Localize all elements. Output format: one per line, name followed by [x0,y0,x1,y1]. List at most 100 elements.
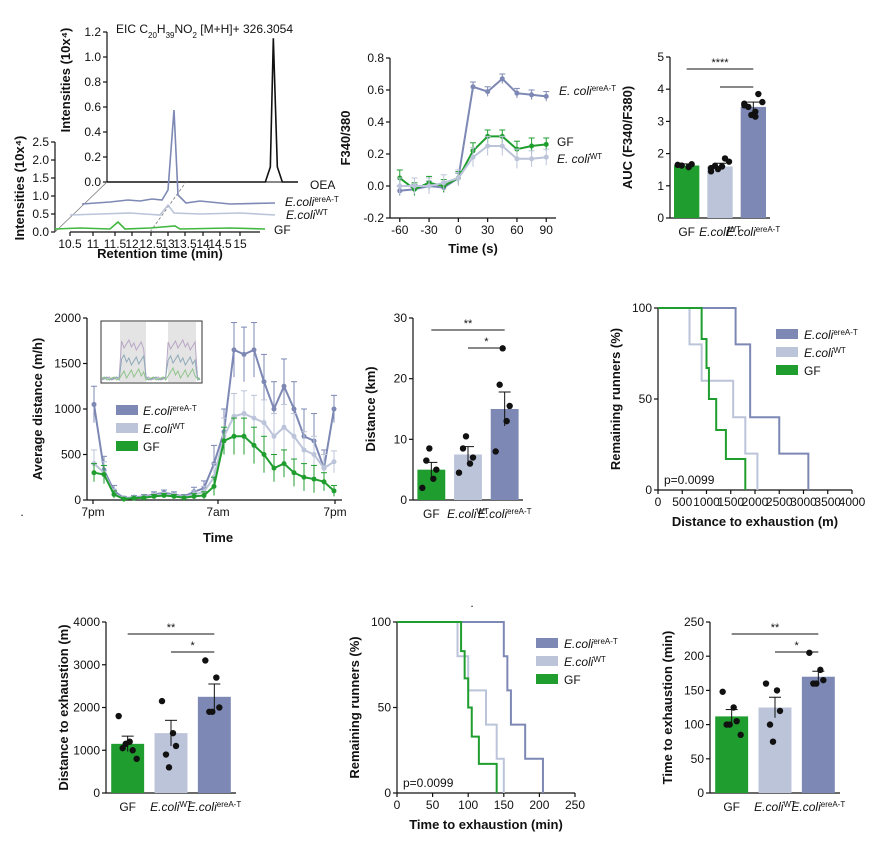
data-point [397,183,403,189]
data-point [216,704,223,711]
data-point [455,175,461,181]
superscript-span: WT [593,655,606,664]
name-span: E.coli [564,655,594,669]
chart-calcium: -0.20.00.20.40.60.8-60 -30 0 30 60 90E. colie… [338,51,616,256]
data-point [499,143,505,149]
title-span: 2 [193,31,198,40]
x-tick-label: 7pm [323,505,346,519]
x-tick-label: 0 [655,495,662,509]
x-tick-label: 11.5 [104,237,127,251]
y-tick-label: 0.0 [367,179,384,193]
category-label: E.coliereA-T [791,800,845,815]
x-axis-label: Time [203,530,233,545]
superscript-span: ereA-T [833,328,858,337]
series-label-wt: E. coliWT [557,152,602,167]
data-point [241,351,247,357]
y-back-tick-label: 1.2 [84,25,101,39]
data-point [485,89,491,95]
data-point [291,406,297,412]
inset-dark-phase [120,322,146,382]
data-point [719,688,726,695]
data-point [423,457,430,464]
data-point [209,708,216,715]
y-tick-label: 0 [74,493,81,507]
x-tick-label: 30 [481,223,495,237]
inset-dark-phase [168,322,196,382]
name-span: E. coli [559,84,592,98]
data-point [211,483,217,489]
bar-wt [707,166,733,218]
data-point [529,143,535,149]
data-point [506,402,513,410]
x-tick-label: 14 [196,237,210,251]
legend-swatch [776,365,798,375]
significance-label: **** [711,57,729,69]
name-span: E.coli [564,637,594,651]
data-point [433,466,440,473]
data-point [752,113,759,120]
data-point [241,411,247,417]
y-tick-label: 200 [684,649,704,663]
data-point [231,433,237,439]
y-tick-label: 3 [657,114,664,128]
superscript-span: ereA-T [592,84,617,93]
name-span: E.coli [478,507,508,521]
legend-label: E.coliWT [564,655,606,670]
name-span: E.coli [187,800,217,814]
x-tick-label: 90 [540,223,554,237]
x-tick-label: 3000 [790,495,817,509]
data-point [820,676,827,684]
data-point [543,93,549,99]
data-point [730,704,737,711]
legend-swatch [116,441,138,451]
data-point [529,92,535,98]
y-tick-label: 100 [371,615,391,629]
data-point [725,158,733,165]
y-tick-label: 0 [697,786,704,800]
x-tick-label: 7am [206,505,229,519]
y-tick-label: 2000 [54,311,81,325]
data-point [707,164,715,172]
x-tick-label: 1500 [717,495,744,509]
name-span: GF [423,507,440,521]
y-axis-label: AUC (F340/F380) [620,86,635,189]
x-tick-label: 3500 [814,495,841,509]
category-label: GF [423,507,440,521]
data-point [321,479,327,485]
x-axis-label: Distance to exhaustion (m) [672,514,838,529]
title-span: 20 [148,31,157,40]
legend-label: E.coliWT [804,346,846,361]
name-span: E.coli [143,422,173,436]
data-point [201,492,207,498]
data-point [301,447,307,453]
y-axis-label: Distance to exhaustion (m) [56,624,71,790]
step-line-erea-t [658,307,810,490]
trace-gf [54,220,266,230]
data-point [169,729,177,737]
y-tick-label: 20 [394,372,408,386]
data-point [331,488,337,494]
legend-label: E.coliereA-T [143,404,197,419]
y-tick-label: 4000 [73,615,100,629]
y-tick-label: 3000 [73,658,100,672]
superscript-span: WT [315,208,328,217]
title-span: EIC C [116,22,148,36]
category-label: GF [723,800,740,814]
y-back-tick-label: 0.0 [84,175,101,189]
chart-title: EIC C20H39NO2 [M+H]+ 326.3054 [116,22,293,40]
y-front-tick-label: 2.5 [32,135,49,149]
data-point [271,406,277,412]
legend-label: E.coliWT [143,422,185,437]
series-label-gf: GF [557,135,574,149]
x-tick-label: -60 [391,223,409,237]
y-tick-label: 4 [657,82,664,96]
data-point [759,98,766,106]
stray-dot: . [20,505,23,519]
stray-dot: . [470,596,473,610]
inset-actogram [100,320,203,384]
y-tick-label: 1000 [54,402,81,416]
name-span: GF [678,225,695,239]
